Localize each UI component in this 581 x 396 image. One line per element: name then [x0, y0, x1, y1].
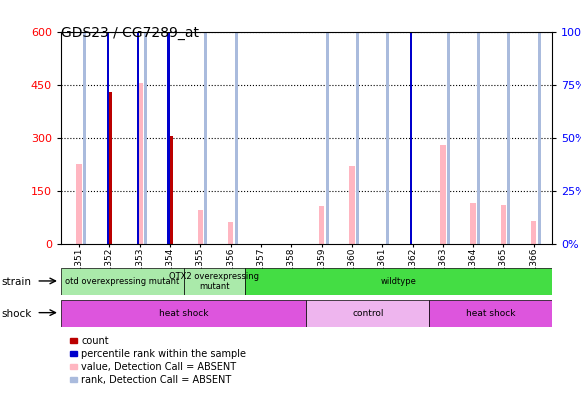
Bar	[319, 206, 324, 244]
Text: heat shock: heat shock	[159, 309, 209, 318]
Bar	[245, 268, 552, 295]
Text: value, Detection Call = ABSENT: value, Detection Call = ABSENT	[81, 362, 236, 372]
Text: strain: strain	[2, 277, 32, 287]
Text: percentile rank within the sample: percentile rank within the sample	[81, 348, 246, 359]
Bar	[429, 300, 552, 327]
Text: wildtype: wildtype	[381, 277, 417, 286]
Bar	[77, 164, 82, 244]
Bar	[307, 300, 429, 327]
Bar	[349, 166, 354, 244]
Bar	[325, 0, 329, 244]
Bar	[107, 92, 112, 244]
Bar	[198, 210, 203, 244]
Bar	[501, 205, 506, 244]
Bar	[477, 0, 480, 244]
Bar	[83, 0, 86, 244]
Bar	[447, 0, 450, 244]
Text: GDS23 / CG7289_at: GDS23 / CG7289_at	[61, 26, 199, 40]
Bar	[410, 0, 413, 244]
Bar	[137, 0, 139, 244]
Bar	[228, 222, 234, 244]
Bar	[235, 10, 238, 244]
Bar	[471, 203, 476, 244]
Bar	[184, 268, 245, 295]
Bar	[507, 0, 511, 244]
Bar	[61, 300, 307, 327]
Bar	[61, 268, 184, 295]
Bar	[386, 0, 389, 244]
Text: rank, Detection Call = ABSENT: rank, Detection Call = ABSENT	[81, 375, 232, 385]
Bar	[144, 0, 147, 244]
Bar	[205, 0, 207, 244]
Text: heat shock: heat shock	[466, 309, 515, 318]
Bar	[440, 145, 446, 244]
Text: OTX2 overexpressing
mutant: OTX2 overexpressing mutant	[170, 272, 260, 291]
Bar	[107, 0, 109, 244]
Bar	[531, 221, 536, 244]
Text: otd overexpressing mutant: otd overexpressing mutant	[65, 277, 180, 286]
Bar	[137, 83, 142, 244]
Bar	[167, 136, 173, 244]
Bar	[167, 0, 170, 244]
Text: shock: shock	[2, 308, 32, 319]
Bar	[537, 0, 541, 244]
Text: count: count	[81, 335, 109, 346]
Bar	[356, 0, 359, 244]
Text: control: control	[352, 309, 383, 318]
